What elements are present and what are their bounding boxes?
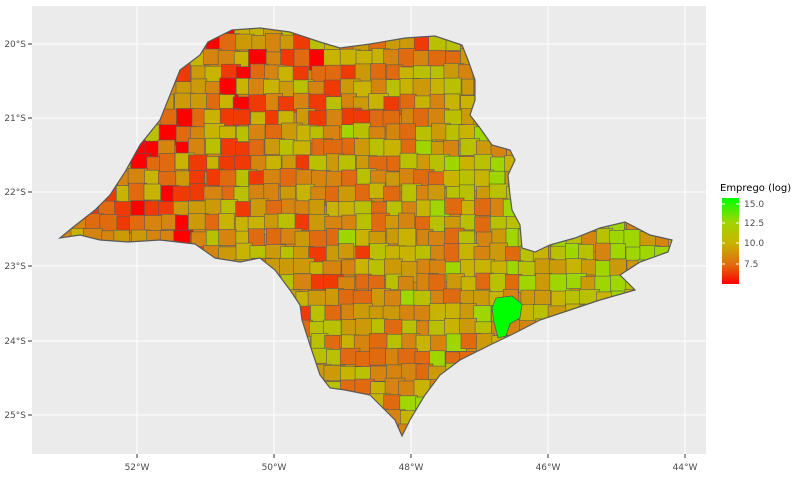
- legend-label: 15.0: [744, 200, 764, 210]
- municipality: [442, 288, 462, 305]
- municipality: [218, 229, 237, 246]
- municipality: [263, 78, 281, 95]
- municipality: [369, 347, 386, 366]
- municipality: [368, 182, 386, 199]
- y-tick-label: 21°S: [4, 114, 26, 124]
- municipality: [189, 183, 206, 201]
- municipality: [220, 138, 238, 158]
- municipality: [505, 246, 522, 264]
- municipality: [233, 109, 251, 126]
- municipality: [398, 168, 416, 186]
- municipality: [308, 230, 330, 249]
- municipality: [354, 183, 372, 204]
- y-tick-label: 20°S: [4, 40, 26, 50]
- x-tick-label: 50°W: [262, 463, 287, 473]
- y-tick-label: 25°S: [4, 411, 26, 421]
- legend: Emprego (log) 15.0 12.5 10.0 7.5: [720, 183, 791, 284]
- y-tick-label: 23°S: [4, 262, 26, 272]
- municipality: [489, 242, 508, 262]
- municipality: [248, 94, 267, 114]
- municipality: [143, 183, 162, 201]
- x-axis-labels: 52°W 50°W 48°W 46°W 44°W: [125, 463, 698, 473]
- municipality: [293, 273, 312, 290]
- municipality: [354, 63, 373, 82]
- municipality: [623, 229, 643, 248]
- municipality: [368, 138, 385, 158]
- x-tick-label: 52°W: [125, 463, 150, 473]
- municipality: [248, 124, 266, 141]
- municipality: [383, 49, 401, 67]
- municipality: [383, 185, 401, 202]
- municipality: [384, 289, 404, 307]
- municipality: [534, 289, 551, 307]
- y-axis-labels: 20°S 21°S 22°S 23°S 24°S 25°S: [4, 40, 26, 421]
- municipality: [398, 48, 416, 67]
- municipality: [668, 230, 672, 251]
- municipality: [413, 50, 430, 67]
- municipality: [415, 334, 432, 353]
- municipality: [370, 63, 386, 81]
- y-tick-label: 22°S: [4, 188, 26, 198]
- municipality: [338, 243, 355, 259]
- municipality: [399, 123, 416, 141]
- municipality: [384, 319, 403, 336]
- municipality: [535, 272, 552, 293]
- municipality: [399, 152, 419, 171]
- municipality: [397, 228, 417, 249]
- municipality: [281, 154, 299, 171]
- municipality: [205, 137, 221, 155]
- municipality: [443, 243, 461, 263]
- x-tick-label: 44°W: [673, 463, 698, 473]
- x-tick-label: 48°W: [399, 463, 424, 473]
- state-outline: [57, 27, 673, 438]
- legend-ticks: [722, 203, 739, 265]
- legend-title: Emprego (log): [720, 183, 791, 194]
- municipality: [386, 333, 404, 351]
- municipality: [491, 228, 508, 245]
- legend-label: 7.5: [744, 260, 758, 270]
- municipality: [428, 319, 448, 337]
- municipality-highlight: [491, 295, 523, 339]
- municipality: [609, 243, 626, 260]
- municipality: [398, 212, 416, 230]
- municipality: [459, 214, 476, 231]
- legend-labels: 15.0 12.5 10.0 7.5: [744, 200, 764, 270]
- municipality: [474, 216, 492, 234]
- municipality: [262, 169, 283, 186]
- legend-label: 10.0: [744, 239, 764, 249]
- municipality: [325, 170, 342, 189]
- municipality: [159, 153, 176, 175]
- municipality: [443, 77, 462, 95]
- y-tick-label: 24°S: [4, 337, 26, 347]
- axis-ticks: [28, 43, 686, 458]
- municipality: [473, 154, 493, 171]
- municipality: [248, 139, 265, 158]
- municipality: [188, 154, 208, 173]
- municipality: [428, 273, 446, 293]
- legend-label: 12.5: [744, 219, 764, 229]
- municipality: [293, 92, 311, 110]
- x-tick-label: 46°W: [536, 463, 561, 473]
- legend-colorbar: [722, 198, 739, 284]
- municipality: [444, 197, 465, 215]
- municipality: [265, 227, 283, 248]
